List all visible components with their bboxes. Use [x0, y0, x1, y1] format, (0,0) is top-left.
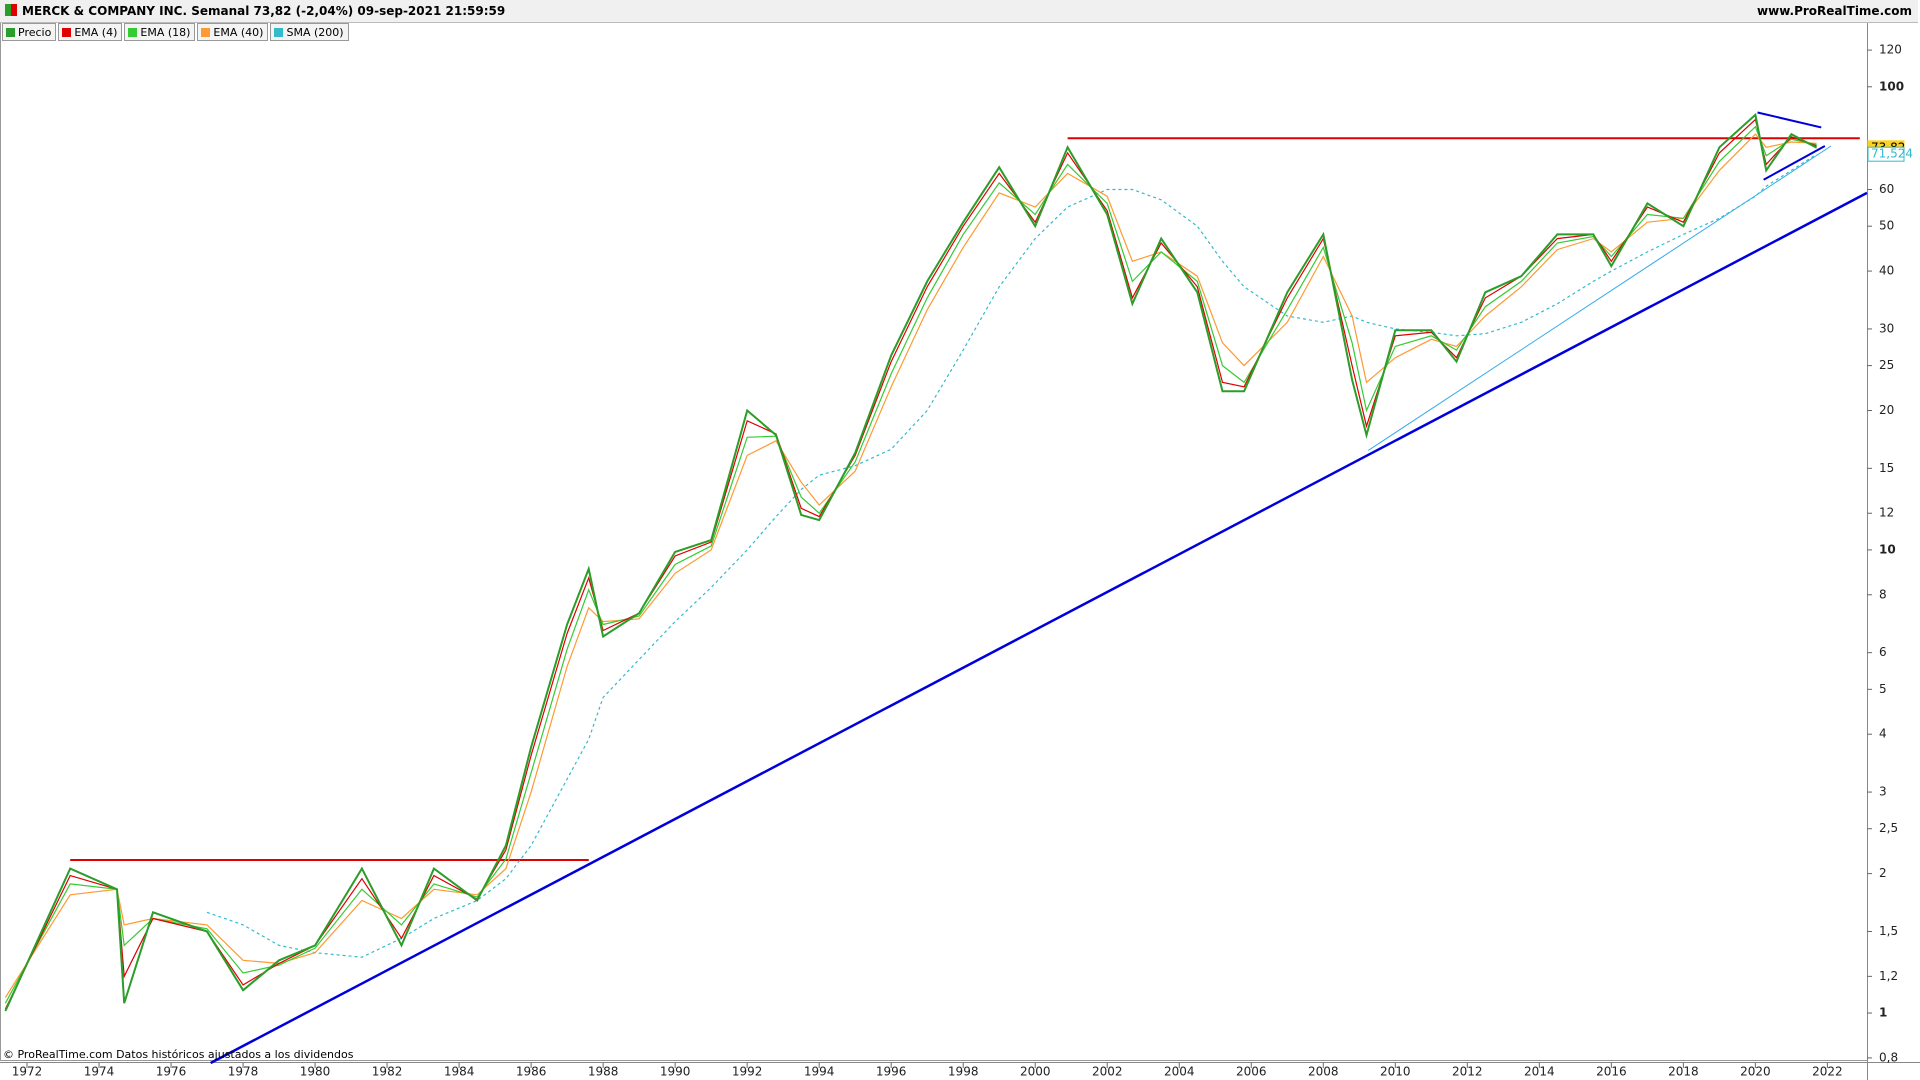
- x-tick-label: 1984: [444, 1065, 475, 1079]
- x-tick-label: 2008: [1308, 1065, 1339, 1079]
- legend-swatch: [201, 27, 211, 37]
- x-tick-label: 1994: [804, 1065, 835, 1079]
- legend-label: Precio: [18, 25, 52, 39]
- legend-swatch: [62, 27, 72, 37]
- x-tick-label: 1988: [588, 1065, 619, 1079]
- chart-title: MERCK & COMPANY INC. Semanal 73,82 (-2,0…: [22, 4, 506, 18]
- x-tick-label: 2018: [1668, 1065, 1699, 1079]
- series-line: [4, 118, 1817, 1010]
- x-tick-label: 2016: [1596, 1065, 1627, 1079]
- y-tick-label: 2,5: [1879, 821, 1898, 835]
- header: MERCK & COMPANY INC. Semanal 73,82 (-2,0…: [0, 0, 1918, 23]
- x-tick-label: 2010: [1380, 1065, 1411, 1079]
- y-tick-label: 40: [1879, 264, 1894, 278]
- legend-swatch: [6, 27, 15, 37]
- x-tick-label: 1980: [300, 1065, 331, 1079]
- legend-item[interactable]: EMA (18): [124, 23, 196, 41]
- footnote: © ProRealTime.com Datos históricos ajust…: [3, 1048, 354, 1061]
- x-tick-label: 2006: [1236, 1065, 1267, 1079]
- x-tick-label: 2000: [1020, 1065, 1051, 1079]
- trendline: [210, 191, 1868, 1065]
- y-tick-label: 1,5: [1879, 924, 1898, 938]
- price-label: 71,524: [1871, 147, 1913, 161]
- chart-icon: [5, 4, 17, 16]
- legend-label: EMA (40): [213, 25, 264, 39]
- x-tick-label: 2004: [1164, 1065, 1195, 1079]
- y-tick-label: 25: [1879, 358, 1894, 372]
- y-tick-label: 1: [1879, 1006, 1887, 1020]
- x-tick-label: 1998: [948, 1065, 979, 1079]
- site-label: www.ProRealTime.com: [1757, 4, 1912, 18]
- price-label-box: [1867, 146, 1905, 162]
- y-tick-label: 0,8: [1879, 1050, 1898, 1064]
- x-tick-label: 1978: [228, 1065, 259, 1079]
- trendline: [1368, 145, 1832, 451]
- legend: Precio EMA (4) EMA (18) EMA (40) SMA (200): [2, 23, 349, 41]
- x-tick-label: 2022: [1812, 1065, 1843, 1079]
- x-tick-label: 1982: [372, 1065, 403, 1079]
- x-tick-label: 1976: [156, 1065, 187, 1079]
- x-tick-label: 1974: [84, 1065, 115, 1079]
- legend-item[interactable]: SMA (200): [270, 23, 349, 41]
- series-line: [4, 133, 1817, 998]
- y-tick-label: 20: [1879, 403, 1894, 417]
- y-tick-label: 5: [1879, 682, 1887, 696]
- legend-swatch: [128, 27, 138, 37]
- legend-swatch: [274, 27, 284, 37]
- x-tick-label: 2020: [1740, 1065, 1771, 1079]
- y-tick-label: 120: [1879, 43, 1902, 57]
- legend-item[interactable]: EMA (40): [197, 23, 269, 41]
- y-tick-label: 6: [1879, 645, 1887, 659]
- y-tick-label: 8: [1879, 587, 1887, 601]
- y-tick-label: 15: [1879, 461, 1894, 475]
- trendline: [1763, 145, 1826, 181]
- x-tick-label: 1992: [732, 1065, 763, 1079]
- series-line: [206, 153, 1817, 958]
- y-tick-label: 50: [1879, 219, 1894, 233]
- x-tick-label: 1986: [516, 1065, 547, 1079]
- y-tick-label: 10: [1879, 542, 1896, 556]
- legend-item[interactable]: Precio: [2, 23, 57, 41]
- x-tick-label: 1996: [876, 1065, 907, 1079]
- y-tick-label: 2: [1879, 866, 1887, 880]
- x-tick-label: 1972: [12, 1065, 43, 1079]
- legend-label: SMA (200): [286, 25, 344, 39]
- y-tick-label: 60: [1879, 182, 1894, 196]
- series-line: [4, 125, 1817, 1004]
- legend-item[interactable]: EMA (4): [58, 23, 123, 41]
- trendline: [1757, 111, 1822, 129]
- y-tick-label: 12: [1879, 506, 1894, 520]
- y-tick-label: 1,2: [1879, 969, 1898, 983]
- plot-frame: [0, 22, 1868, 1061]
- x-tick-label: 2012: [1452, 1065, 1483, 1079]
- y-tick-label: 4: [1879, 727, 1887, 741]
- legend-label: EMA (4): [74, 25, 118, 39]
- y-tick-label: 30: [1879, 321, 1894, 335]
- series-line: [4, 112, 1818, 1012]
- x-tick-label: 2002: [1092, 1065, 1123, 1079]
- legend-label: EMA (18): [140, 25, 191, 39]
- x-tick-label: 2014: [1524, 1065, 1555, 1079]
- y-tick-label: 3: [1879, 785, 1887, 799]
- x-tick-label: 1990: [660, 1065, 691, 1079]
- y-tick-label: 100: [1879, 79, 1904, 93]
